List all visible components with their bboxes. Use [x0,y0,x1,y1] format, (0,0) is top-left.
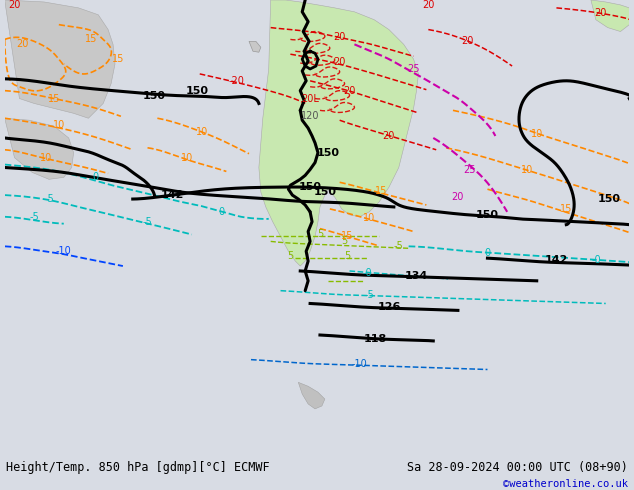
Text: 150: 150 [476,210,499,220]
Text: 15: 15 [48,94,60,103]
Text: -5: -5 [44,194,54,204]
Text: 15: 15 [341,231,354,242]
Text: -5: -5 [143,217,152,227]
Text: 10: 10 [363,213,375,223]
Text: 20: 20 [8,0,21,10]
Text: 20: 20 [16,39,29,49]
Text: 20L: 20L [301,94,319,103]
Text: 25: 25 [463,166,476,175]
Text: 20: 20 [344,86,356,96]
Text: 120: 120 [301,111,320,121]
Polygon shape [298,382,325,409]
Text: 150: 150 [313,187,337,197]
Text: 142: 142 [160,190,184,200]
Polygon shape [259,0,418,266]
Text: Height/Temp. 850 hPa [gdmp][°C] ECMWF: Height/Temp. 850 hPa [gdmp][°C] ECMWF [6,461,270,474]
Text: 134: 134 [405,271,428,281]
Text: 118: 118 [363,334,387,344]
Text: Sa 28-09-2024 00:00 UTC (08+90): Sa 28-09-2024 00:00 UTC (08+90) [407,461,628,474]
Text: 25: 25 [407,64,420,74]
Text: 150: 150 [185,86,209,96]
Text: 150: 150 [143,91,166,100]
Text: 0: 0 [92,172,98,182]
Text: 5: 5 [287,251,294,261]
Text: 20: 20 [383,131,395,141]
Text: -5: -5 [365,290,374,299]
Text: 10: 10 [531,129,543,139]
Text: 5: 5 [342,236,347,246]
Text: 126: 126 [377,302,401,313]
Text: 0: 0 [484,248,491,258]
Text: 10: 10 [521,166,533,175]
Text: 150: 150 [299,182,321,192]
Text: 10: 10 [40,153,52,163]
Text: -0: -0 [591,255,600,265]
Text: 10: 10 [181,153,193,163]
Polygon shape [4,0,115,118]
Text: 20: 20 [451,192,464,202]
Text: 5: 5 [344,251,351,261]
Text: -5: -5 [29,212,39,222]
Text: -20: -20 [228,76,244,86]
Text: 20: 20 [595,8,607,18]
Text: 20: 20 [333,57,346,67]
Text: 15: 15 [85,34,98,45]
Text: 20: 20 [333,32,346,43]
Text: -10: -10 [56,246,72,256]
Text: ©weatheronline.co.uk: ©weatheronline.co.uk [503,480,628,490]
Text: 5: 5 [317,228,323,239]
Polygon shape [4,118,74,179]
Text: -5: -5 [394,242,404,251]
Text: 142: 142 [545,255,568,265]
Text: -10: -10 [351,359,367,368]
Text: 15: 15 [375,186,387,196]
Text: 10: 10 [196,127,208,137]
Text: -0: -0 [363,268,372,278]
Text: 0: 0 [218,207,224,217]
Text: 10: 10 [53,120,65,130]
Text: 150: 150 [598,194,621,204]
Text: 15: 15 [112,54,124,64]
Text: 20: 20 [462,36,474,47]
Text: 15: 15 [560,204,573,214]
Polygon shape [591,0,630,31]
Polygon shape [249,41,261,52]
Text: 20: 20 [422,0,434,10]
Text: 150: 150 [316,147,339,158]
